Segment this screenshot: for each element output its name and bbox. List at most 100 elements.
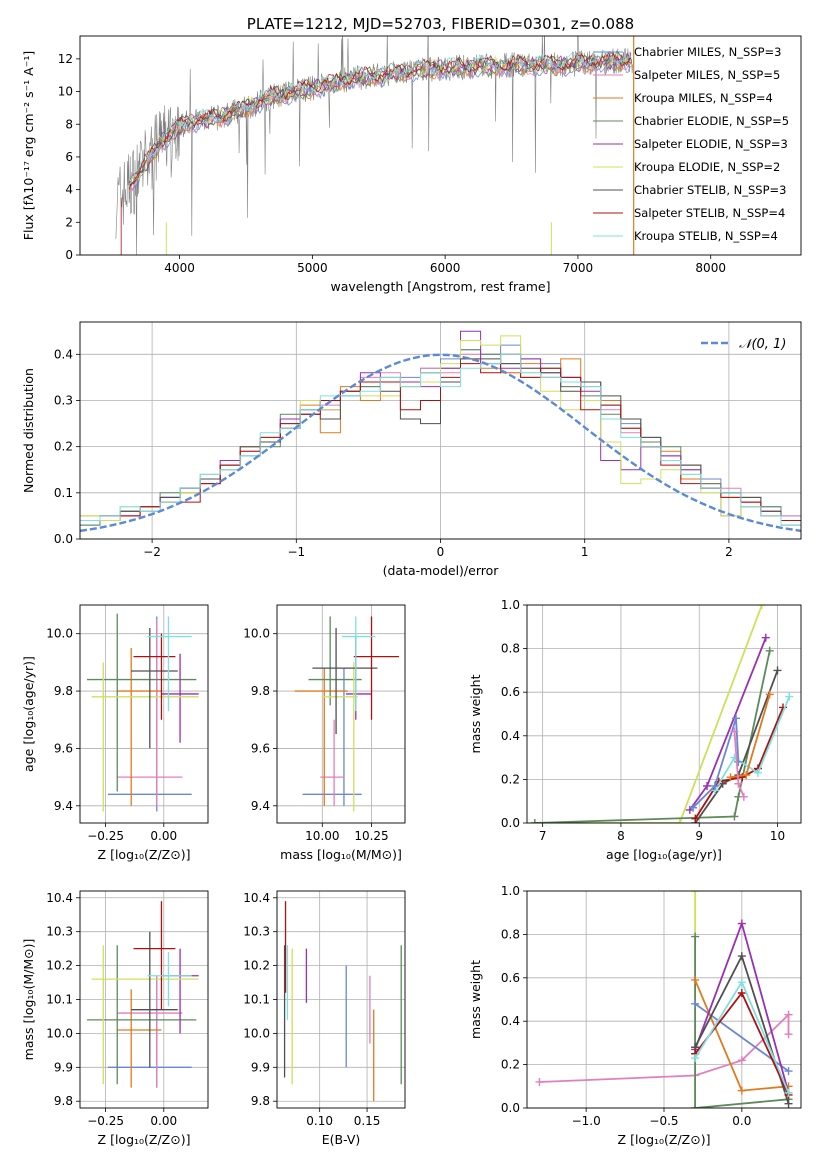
legend: 𝒩(0, 1)	[701, 337, 786, 352]
y-axis-label: Flux [fλ10⁻¹⁷ erg cm⁻² s⁻¹ A⁻¹]	[21, 51, 36, 240]
plot-area	[530, 605, 794, 823]
legend-item: Kroupa ELODIE, N_SSP=2	[593, 160, 780, 174]
legend-item: Chabrier STELIB, N_SSP=3	[593, 183, 786, 197]
plot-area	[86, 901, 199, 1088]
y-tick-label: 10.0	[46, 627, 73, 641]
series-line	[714, 696, 791, 791]
histogram-kroupa-stelib	[80, 353, 801, 526]
data-marker	[535, 1077, 544, 1086]
legend: Chabrier MILES, N_SSP=3 Salpeter MILES, N…	[593, 45, 789, 243]
legend-label: Kroupa ELODIE, N_SSP=2	[634, 160, 780, 174]
data-marker	[688, 803, 697, 812]
data-marker	[784, 1067, 793, 1076]
legend-label: Chabrier MILES, N_SSP=3	[634, 45, 781, 59]
data-marker	[773, 666, 782, 675]
data-point-salpeter-stelib	[353, 616, 400, 720]
data-marker	[730, 727, 739, 736]
axes-frame	[276, 890, 406, 1109]
legend-item: Kroupa STELIB, N_SSP=4	[593, 229, 778, 243]
weight-vs-age-panel: 7 8 9 10 0.0 0.2 0.4 0.6 0.8 1.0 age [log₁₀(age/yr…	[468, 598, 802, 862]
data-marker	[737, 988, 746, 997]
x-tick-label: 8000	[695, 261, 726, 275]
spectrum-panel: 4000 5000 6000 7000 8000 0 2 4 6 8 10 12 wavelength …	[21, 15, 802, 294]
data-marker	[739, 792, 748, 801]
series-kroupa-stelib	[691, 978, 793, 1097]
y-tick-label: 10.0	[243, 627, 270, 641]
y-tick-label: 10.2	[46, 959, 73, 973]
data-marker	[710, 781, 719, 790]
y-tick-label: 10.1	[46, 993, 73, 1007]
y-tick-label: 4	[65, 183, 73, 197]
x-tick-label: 5000	[297, 261, 328, 275]
legend-item: Kroupa MILES, N_SSP=4	[593, 91, 773, 105]
mass-vs-ebv-panel: 0.10 0.15 9.8 9.9 10.0 10.1 10.2 10.3 10.4 E(B-V)	[243, 890, 406, 1147]
y-tick-label: 0.6	[501, 971, 520, 985]
data-marker	[784, 1099, 793, 1108]
x-tick-label: 0.15	[354, 1114, 381, 1128]
x-tick-label: −1	[287, 545, 305, 559]
x-tick-label: −0.25	[87, 829, 124, 843]
y-tick-label: 10.0	[243, 1026, 270, 1040]
data-point-chabrier-stelib	[131, 931, 178, 1068]
y-tick-label: 10.2	[243, 959, 270, 973]
age-vs-metallicity-panel: −0.25 0.00 9.4 9.6 9.8 10.0 Z [log₁₀(Z/Z⊙)] age…	[21, 604, 209, 862]
series-line	[534, 650, 771, 823]
series-line	[692, 718, 740, 809]
series-line	[694, 936, 789, 1108]
data-marker	[691, 1054, 700, 1063]
x-tick-label: 10	[770, 829, 785, 843]
y-tick-label: 9.9	[251, 1060, 270, 1074]
data-point-salpeter-stelib	[133, 901, 176, 1010]
y-tick-label: 0.8	[501, 642, 520, 656]
data-point-chabrier-stelib	[312, 627, 378, 735]
data-point-chabrier-elodie	[86, 613, 197, 792]
y-tick-label: 10.3	[46, 925, 73, 939]
x-tick-label: 8	[617, 829, 625, 843]
chart-title: PLATE=1212, MJD=52703, FIBERID=0301, z=0…	[247, 15, 634, 33]
axes-frame	[526, 890, 802, 1109]
model-spectrum-salpeter-stelib	[128, 51, 632, 190]
model-spectrum-chabrier-stelib	[128, 50, 632, 187]
data-marker	[730, 812, 739, 821]
y-tick-label: 9.4	[54, 799, 73, 813]
mass-vs-metallicity-panel: −0.25 0.00 9.8 9.9 10.0 10.1 10.2 10.3 10.4 Z [lo…	[21, 890, 209, 1147]
y-tick-label: 0.4	[501, 1014, 520, 1028]
y-tick-label: 10.4	[243, 891, 270, 905]
data-marker	[737, 978, 746, 987]
data-marker	[530, 819, 539, 823]
x-tick-label: 7	[539, 829, 547, 843]
data-point-chabrier-miles	[302, 668, 362, 806]
y-tick-label: 1.0	[501, 598, 520, 612]
series-salpeter-stelib	[691, 703, 787, 823]
series-kroupa-elodie	[530, 605, 766, 823]
plot-area	[294, 616, 400, 812]
x-axis-label: mass [log₁₀(M/M⊙)]	[280, 847, 402, 862]
observed-spectrum	[115, 36, 634, 255]
x-tick-label: −0.25	[87, 1114, 124, 1128]
data-marker	[784, 1010, 793, 1019]
y-tick-label: 0.0	[501, 816, 520, 830]
x-tick-label: 6000	[430, 261, 461, 275]
data-marker	[675, 819, 684, 823]
y-tick-label: 0.4	[54, 347, 73, 361]
y-tick-label: 10.3	[243, 925, 270, 939]
y-tick-label: 0.8	[501, 927, 520, 941]
y-tick-label: 10.0	[46, 1026, 73, 1040]
series-chabrier-elodie	[691, 932, 793, 1108]
series-line	[534, 605, 763, 823]
y-tick-label: 10	[58, 85, 73, 99]
data-marker	[753, 768, 762, 777]
data-marker	[761, 633, 770, 642]
series-chabrier-miles	[688, 714, 743, 812]
legend-label: Kroupa STELIB, N_SSP=4	[634, 229, 778, 243]
x-tick-label: −1.0	[572, 1114, 601, 1128]
legend-item: Chabrier ELODIE, N_SSP=5	[593, 114, 789, 128]
legend-label: Salpeter MILES, N_SSP=5	[634, 68, 780, 82]
y-tick-label: 9.6	[54, 741, 73, 755]
axes-frame	[526, 604, 802, 824]
data-marker	[765, 646, 774, 655]
data-marker	[691, 999, 700, 1008]
series-kroupa-miles	[726, 690, 774, 782]
data-point-salpeter-elodie	[161, 948, 199, 1034]
